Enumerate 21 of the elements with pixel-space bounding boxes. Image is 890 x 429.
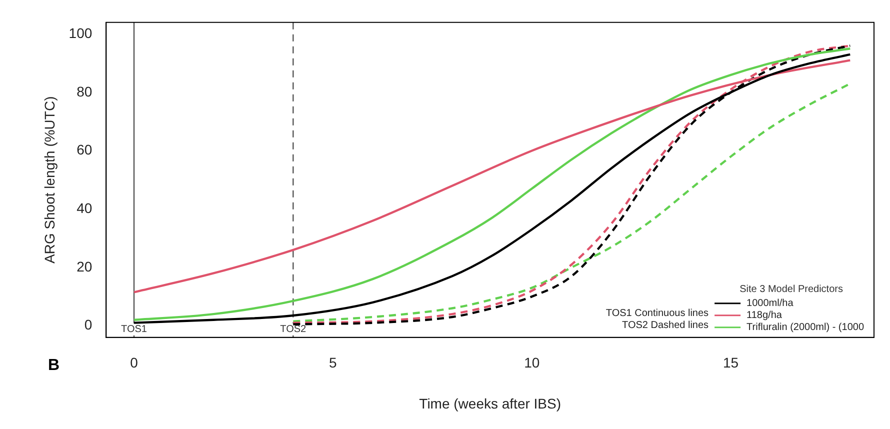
annotation: TOS1 Continuous lines: [606, 308, 709, 320]
x-tick-label: 15: [722, 354, 739, 371]
x-axis-title: Time (weeks after IBS): [419, 395, 562, 412]
y-tick-label: 100: [68, 24, 92, 41]
legend-title: Site 3 Model Predictors: [740, 284, 843, 296]
legend-label: 1000ml/ha: [746, 298, 794, 310]
legend-label: 118g/ha: [746, 310, 782, 322]
x-tick-label: 5: [329, 354, 338, 371]
ref-line-label: TOS1: [121, 324, 148, 336]
x-tick-label: 0: [130, 354, 138, 371]
y-tick-label: 0: [84, 316, 92, 333]
ref-line-label: TOS2: [280, 324, 307, 336]
annotation: TOS2 Dashed lines: [622, 320, 709, 332]
text: B: [48, 356, 60, 374]
y-tick-label: 40: [76, 200, 92, 216]
x-tick-label: 10: [524, 354, 540, 371]
y-axis-title: ARG Shoot length (%UTC): [41, 96, 58, 264]
y-tick-label: 60: [76, 142, 92, 158]
y-tick-label: 80: [76, 83, 92, 100]
y-tick-label: 20: [76, 258, 92, 274]
legend-label: Trifluralin (2000ml) - (1000: [746, 322, 864, 334]
